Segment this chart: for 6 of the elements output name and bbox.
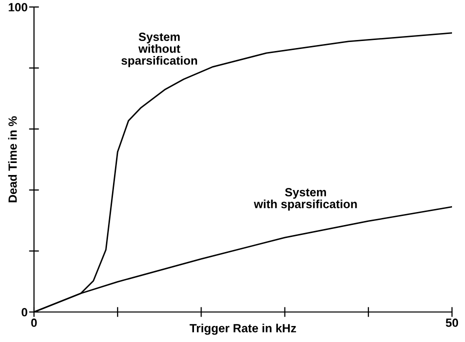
x-tick-label: 50 — [446, 318, 458, 327]
y-axis-title: Dead Time in % — [8, 116, 17, 202]
y-tick-label: 100 — [8, 3, 28, 12]
series-label: System with sparsification — [254, 188, 357, 211]
x-axis-title: Trigger Rate in kHz — [190, 324, 296, 335]
series-label: System without sparsification — [121, 32, 198, 68]
